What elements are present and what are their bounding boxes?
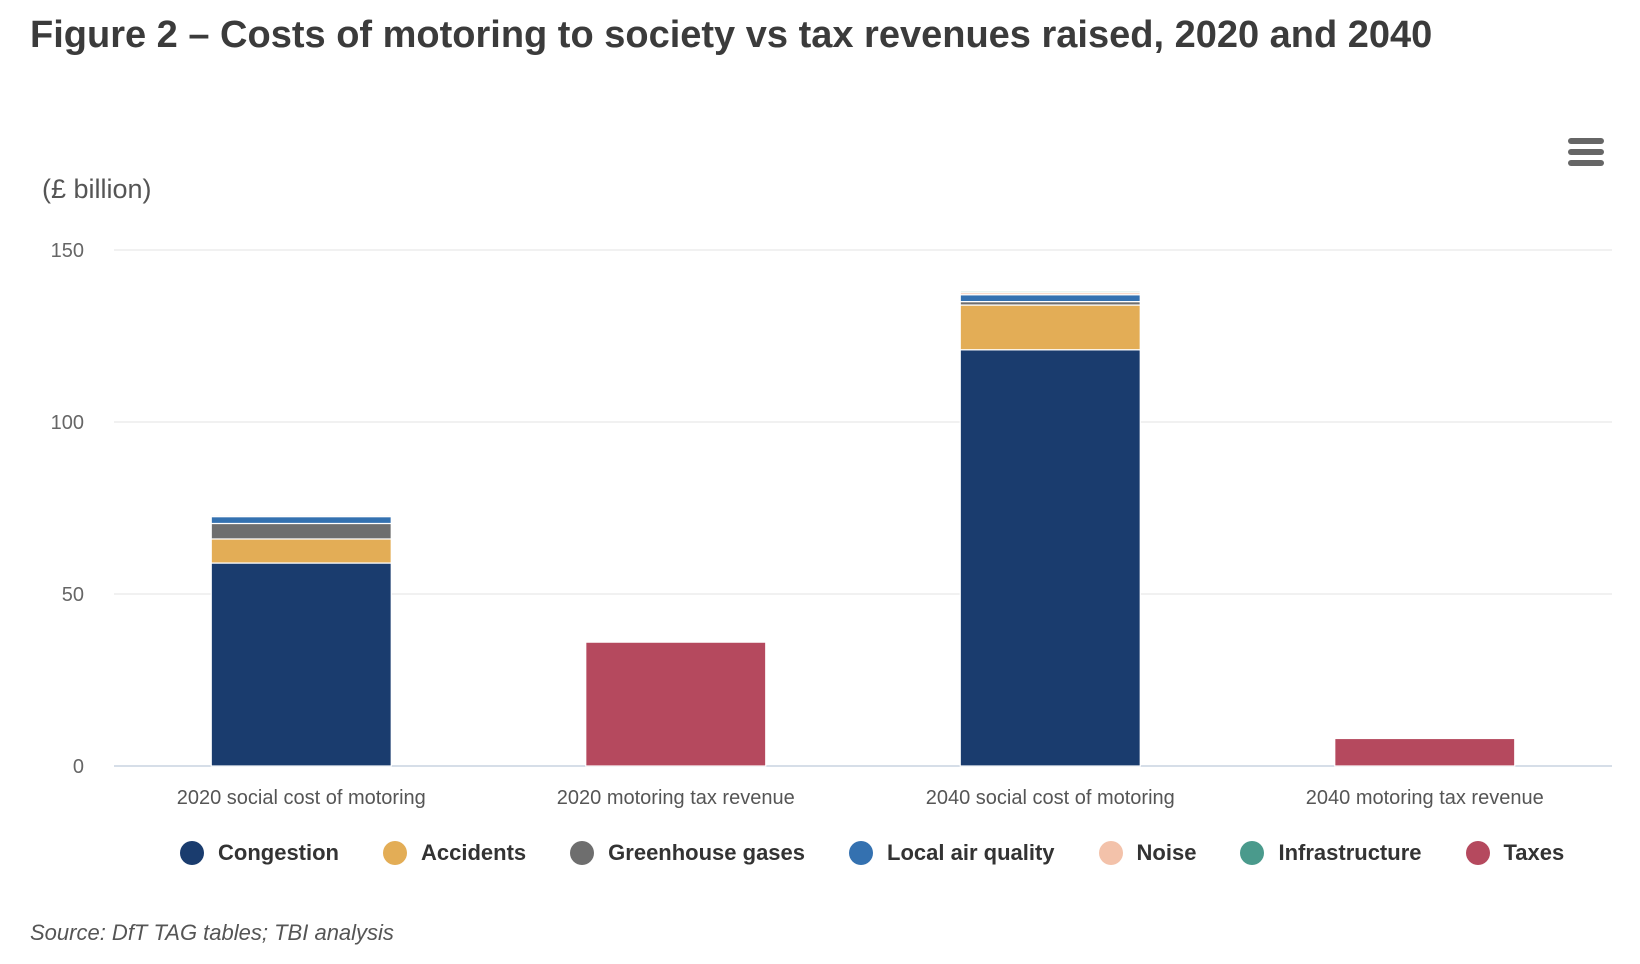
y-tick-label: 0 xyxy=(73,756,84,778)
bar-segment xyxy=(210,522,392,540)
legend-label: Accidents xyxy=(421,840,527,865)
bar-segment xyxy=(210,516,392,525)
x-category-label: 2020 social cost of motoring xyxy=(177,787,426,809)
bar-segment xyxy=(210,562,392,767)
bar-segment xyxy=(585,641,767,767)
y-axis-unit-label: (£ billion) xyxy=(42,174,152,204)
bar-segment xyxy=(210,538,392,564)
source-note: Source: DfT TAG tables; TBI analysis xyxy=(30,920,394,945)
legend-item[interactable]: Local air quality xyxy=(849,840,1055,866)
legend-swatch xyxy=(1240,841,1265,865)
legend-label: Congestion xyxy=(218,840,339,865)
legend-item[interactable]: Taxes xyxy=(1465,840,1565,866)
x-category-label: 2040 motoring tax revenue xyxy=(1306,787,1544,809)
bar-segment xyxy=(1334,737,1516,767)
chart-legend: Congestion Accidents Greenhouse gases Local… xyxy=(180,840,1608,866)
x-category-label: 2040 social cost of motoring xyxy=(926,787,1175,809)
legend-swatch xyxy=(849,841,874,865)
x-category-label: 2020 motoring tax revenue xyxy=(557,787,795,809)
chart-title: Figure 2 – Costs of motoring to society … xyxy=(30,14,1433,56)
hamburger-menu-icon[interactable] xyxy=(1568,138,1604,170)
legend-label: Local air quality xyxy=(887,840,1055,865)
bar-segment xyxy=(210,513,392,516)
legend-item[interactable]: Infrastructure xyxy=(1240,840,1422,866)
legend-swatch xyxy=(1465,841,1490,865)
y-tick-label: 150 xyxy=(51,240,84,262)
legend-swatch xyxy=(383,841,407,865)
legend-swatch xyxy=(180,841,204,865)
legend-swatch xyxy=(1098,841,1123,865)
legend-label: Taxes xyxy=(1503,840,1565,865)
bar-chart: 0 50 100 150 2020 social cost of motoring 202… xyxy=(51,240,1612,809)
legend-swatch xyxy=(570,841,595,865)
bar-segment xyxy=(959,349,1141,767)
legend-label: Noise xyxy=(1136,840,1197,865)
legend-label: Greenhouse gases xyxy=(608,840,806,865)
legend-item[interactable]: Accidents xyxy=(383,840,526,866)
bar-segment xyxy=(959,304,1141,351)
legend-item[interactable]: Greenhouse gases xyxy=(570,840,805,866)
legend-label: Infrastructure xyxy=(1278,840,1422,865)
y-tick-label: 100 xyxy=(51,412,84,434)
legend-item[interactable]: Noise xyxy=(1098,840,1197,866)
y-tick-label: 50 xyxy=(62,584,84,606)
bar-segment xyxy=(959,290,1141,294)
legend-item[interactable]: Congestion xyxy=(180,840,339,866)
bar-segment xyxy=(959,294,1141,303)
